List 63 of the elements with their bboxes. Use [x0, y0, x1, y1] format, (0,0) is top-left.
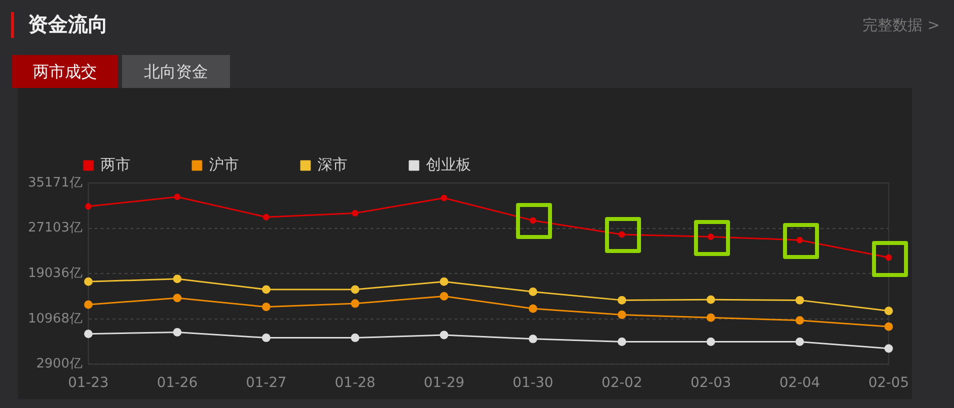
point [618, 310, 626, 320]
point [440, 277, 448, 286]
x-tick-label: 02-05 [868, 375, 910, 392]
point [618, 296, 626, 304]
point [174, 194, 181, 200]
point [262, 302, 270, 312]
text: 两市成交 [12, 55, 118, 88]
point [795, 316, 804, 325]
point [84, 300, 93, 309]
point [440, 292, 448, 301]
x-tick-label: 01-28 [334, 375, 376, 392]
x-tick-label: 02-02 [602, 375, 642, 392]
chart-title: 资金流向 [28, 11, 108, 38]
point [530, 217, 536, 224]
point [706, 337, 716, 346]
point [352, 210, 358, 216]
y-tick-label: 27103亿 [28, 220, 82, 236]
point [84, 330, 93, 338]
point [528, 334, 538, 344]
point [618, 337, 626, 346]
point [795, 296, 804, 304]
legend-label: 沪市 [209, 155, 239, 174]
x-tick-label: 02-03 [690, 375, 732, 392]
point [706, 313, 716, 322]
point [85, 203, 92, 210]
point [173, 294, 182, 302]
y-tick-label: 2900亿 [36, 356, 82, 372]
legend-label: 两市 [100, 155, 130, 174]
point [173, 328, 182, 336]
y-tick-label: 10968亿 [28, 311, 82, 326]
point [440, 194, 448, 202]
point [796, 236, 803, 244]
point [350, 334, 360, 342]
point [262, 285, 270, 294]
point [173, 274, 182, 284]
point [350, 285, 360, 294]
x-tick-label: 01-30 [512, 375, 554, 392]
point [618, 231, 626, 238]
x-tick-label: 01-27 [246, 375, 287, 392]
point [528, 304, 538, 313]
legend-label: 创业板 [426, 155, 471, 174]
legend-label: 深市 [318, 155, 348, 174]
point [262, 214, 270, 220]
x-tick-label: 01-29 [424, 375, 464, 392]
point [795, 337, 804, 346]
text: 北向资金 [122, 55, 230, 88]
point [528, 288, 538, 296]
point [708, 233, 714, 240]
point [706, 295, 716, 304]
y-tick-label: 19036亿 [28, 266, 82, 281]
point [885, 254, 892, 261]
point [262, 334, 270, 342]
x-tick-label: 02-04 [779, 375, 820, 392]
point [440, 330, 448, 340]
point [884, 344, 893, 353]
point [84, 277, 93, 286]
text: 完整数据 > [862, 16, 940, 35]
point [884, 306, 893, 316]
x-tick-label: 01-26 [156, 375, 198, 392]
x-tick-label: 01-23 [68, 375, 109, 392]
point [350, 299, 360, 308]
point [884, 322, 893, 331]
y-tick-label: 35171亿 [28, 175, 82, 190]
